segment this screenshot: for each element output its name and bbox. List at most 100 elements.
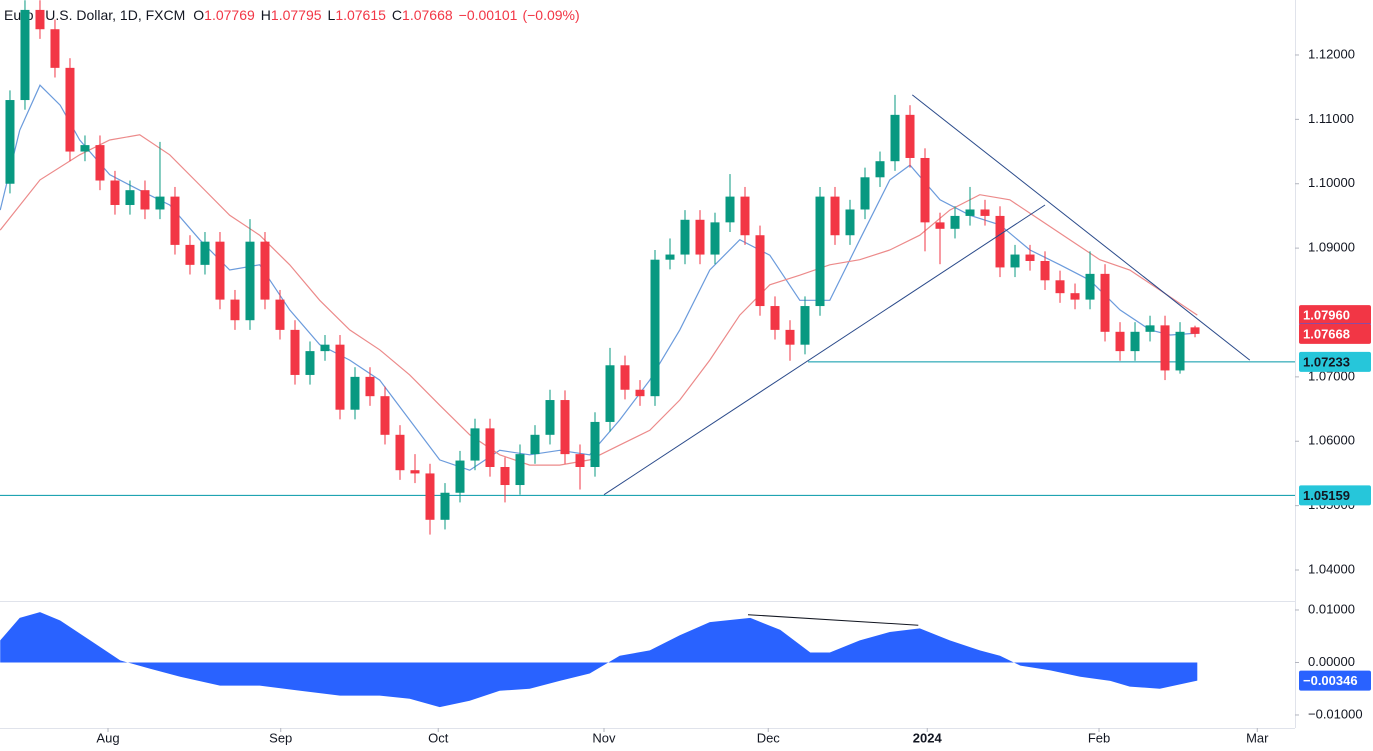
candle-body <box>875 161 885 178</box>
candle-body <box>395 434 405 471</box>
candle-body <box>140 190 150 210</box>
price-label-box <box>1299 305 1371 326</box>
price-label-box <box>1299 670 1371 691</box>
candle-body <box>95 145 105 181</box>
ohlc-letter: O <box>193 7 204 23</box>
candle-body <box>755 235 765 307</box>
candle-body <box>515 454 525 486</box>
candle-body <box>455 460 465 493</box>
x-tick-label: Aug <box>96 730 119 745</box>
candle-body <box>1070 293 1080 300</box>
candle-body <box>80 145 90 152</box>
candle-body <box>740 196 750 236</box>
y-tick-label: 1.04000 <box>1308 561 1355 576</box>
candle-body <box>920 157 930 223</box>
candle-body <box>1025 254 1035 261</box>
candle-body <box>1160 325 1170 371</box>
x-tick-label: Sep <box>269 730 292 745</box>
ohlc-value: 1.07769 <box>204 7 255 23</box>
x-tick-label: Oct <box>428 730 449 745</box>
candle-body <box>350 376 360 410</box>
candle-body <box>1100 273 1110 332</box>
candle-body <box>950 215 960 229</box>
header: Euro / U.S. Dollar, 1D, FXCM O1.07769 H1.0… <box>4 7 580 23</box>
candle-body <box>635 389 645 397</box>
candle-body <box>1115 331 1125 352</box>
candle-body <box>605 365 615 422</box>
candle-body <box>1175 331 1185 371</box>
moving-average <box>0 134 1198 466</box>
candle-body <box>50 29 60 68</box>
oscillator-area <box>0 612 1198 708</box>
candle-body <box>425 473 435 520</box>
candle-body <box>410 470 420 474</box>
candle-body <box>1130 331 1140 352</box>
candle-body <box>5 100 15 184</box>
symbol: Euro / U.S. Dollar, 1D, FXCM <box>4 7 185 23</box>
trend-line <box>603 204 1046 496</box>
y-tick-label: 1.12000 <box>1308 46 1355 61</box>
candle-body <box>1145 325 1155 332</box>
candle-body <box>1085 273 1095 300</box>
y-tick-label: 1.07000 <box>1308 368 1355 383</box>
candle-body <box>800 306 810 345</box>
x-tick-label: Nov <box>592 730 616 745</box>
y-tick-label: 1.10000 <box>1308 175 1355 190</box>
price-label: 1.07668 <box>1303 326 1350 341</box>
price-label-box <box>1299 485 1371 506</box>
price-label: 1.07960 <box>1303 308 1350 323</box>
y-tick-label: 0.01000 <box>1308 601 1355 616</box>
candle-body <box>155 196 165 210</box>
candle-body <box>320 344 330 352</box>
x-tick-label: Mar <box>1246 730 1269 745</box>
price-label-box <box>1299 323 1371 344</box>
candle-body <box>785 329 795 345</box>
candle-body <box>65 67 75 152</box>
ohlc-letter: C <box>392 7 402 23</box>
price-label-box <box>1299 351 1371 372</box>
y-tick-label: 1.06000 <box>1308 433 1355 448</box>
candle-body <box>1010 254 1020 268</box>
trend-line <box>747 614 919 626</box>
candle-body <box>845 209 855 236</box>
candle-body <box>1055 280 1065 294</box>
candle-body <box>185 244 195 265</box>
candle-body <box>530 434 540 455</box>
y-tick-label: 1.09000 <box>1308 240 1355 255</box>
candle-body <box>1190 327 1200 334</box>
candle-body <box>710 222 720 255</box>
ohlc-value: 1.07668 <box>402 7 453 23</box>
candle-body <box>275 299 285 330</box>
candle-body <box>650 259 660 397</box>
candle-body <box>20 9 30 101</box>
x-tick-label: Dec <box>757 730 781 745</box>
candle-body <box>260 241 270 300</box>
candle-body <box>680 219 690 255</box>
ohlc-value: 1.07795 <box>271 7 322 23</box>
candle-body <box>470 428 480 461</box>
candle-body <box>860 177 870 210</box>
candle-body <box>725 196 735 223</box>
candle-body <box>665 254 675 260</box>
change: −0.00101 <box>459 7 518 23</box>
candle-body <box>305 351 315 375</box>
candle-body <box>695 219 705 255</box>
candle-body <box>620 365 630 390</box>
x-tick-label: 2024 <box>913 730 943 745</box>
candle-body <box>245 241 255 321</box>
candle-body <box>290 329 300 375</box>
candle-body <box>170 196 180 245</box>
candle-body <box>125 190 135 205</box>
candle-body <box>335 344 345 410</box>
candle-body <box>830 196 840 236</box>
candle-body <box>815 196 825 307</box>
price-label: −0.00346 <box>1303 673 1358 688</box>
candle-body <box>215 241 225 300</box>
y-tick-label: 0.00000 <box>1308 654 1355 669</box>
candle-body <box>365 376 375 397</box>
candle-body <box>935 222 945 229</box>
candle-body <box>380 396 390 435</box>
y-tick-label: 1.11000 <box>1308 111 1354 126</box>
